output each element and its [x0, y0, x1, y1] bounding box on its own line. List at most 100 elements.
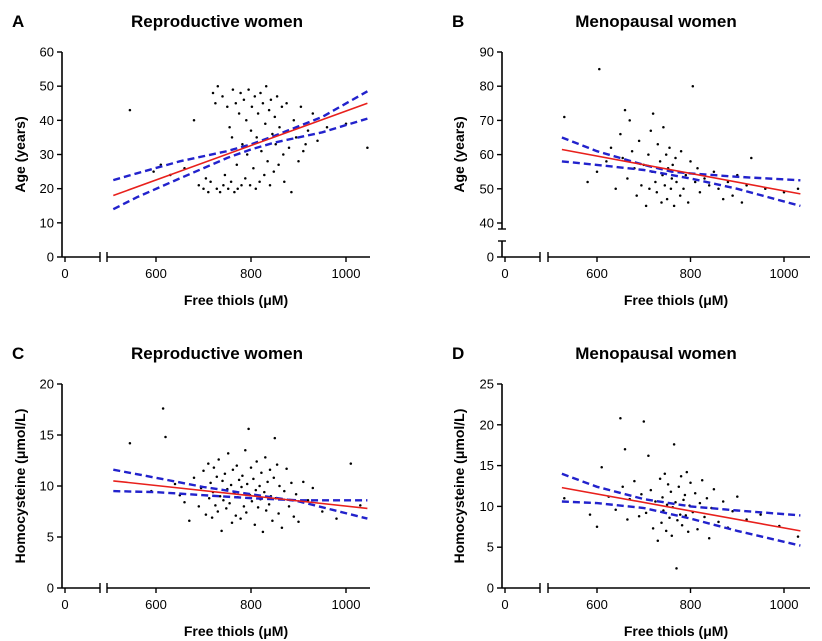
data-point: [658, 160, 662, 163]
data-point: [651, 527, 655, 530]
data-point: [188, 519, 191, 522]
y-tick-label: 40: [480, 216, 494, 231]
data-point: [277, 163, 280, 167]
panel-a: A Reproductive women 0 10 20 30 40 50 60 Age (yea…: [12, 12, 370, 308]
data-point: [662, 125, 665, 129]
y-tick-label: 10: [40, 479, 54, 494]
data-point: [666, 483, 670, 486]
data-point: [211, 91, 215, 95]
data-point: [302, 149, 305, 153]
data-point: [349, 462, 353, 465]
x-tick-label: 800: [680, 597, 702, 612]
y-tick-label: 5: [487, 540, 494, 555]
data-point: [672, 443, 676, 446]
data-point: [325, 125, 329, 129]
data-point: [707, 536, 711, 540]
data-point: [245, 482, 249, 486]
x-tick-label: 0: [501, 266, 508, 281]
data-point: [623, 108, 627, 112]
data-point: [586, 180, 589, 184]
data-point: [217, 458, 220, 461]
data-point: [245, 511, 248, 514]
data-point: [192, 119, 196, 122]
data-point: [619, 417, 622, 420]
data-point: [285, 102, 288, 105]
data-point: [717, 187, 720, 191]
data-point: [272, 170, 276, 173]
data-point: [626, 177, 629, 180]
data-point: [292, 119, 296, 122]
data-point: [700, 479, 704, 482]
data-point: [273, 115, 277, 119]
data-point: [698, 501, 702, 505]
data-point: [614, 187, 617, 191]
data-point: [218, 494, 222, 498]
data-point: [240, 184, 243, 187]
data-point: [654, 180, 657, 184]
data-point: [661, 496, 664, 499]
data-point: [665, 503, 669, 507]
data-point: [682, 498, 685, 502]
data-point: [260, 471, 263, 474]
data-point: [283, 180, 286, 184]
data-point: [321, 510, 324, 513]
data-point: [282, 153, 285, 156]
data-point: [736, 495, 739, 498]
x-tick-label: 0: [61, 266, 68, 281]
data-point: [668, 516, 671, 520]
data-point: [678, 513, 682, 516]
x-tick-label: 800: [240, 597, 262, 612]
data-point: [285, 467, 288, 470]
y-tick-label: 5: [47, 530, 54, 545]
data-point: [218, 190, 222, 194]
data-point: [244, 177, 247, 180]
data-point: [229, 180, 233, 184]
data-point: [234, 102, 238, 105]
data-point: [600, 465, 603, 469]
chart-title: Reproductive women: [131, 344, 303, 363]
data-point: [207, 190, 210, 194]
data-point: [209, 180, 212, 184]
data-point: [717, 520, 720, 524]
y-tick-label: 50: [480, 181, 494, 196]
data-point: [252, 477, 255, 481]
data-point: [642, 420, 646, 423]
data-point: [726, 180, 730, 184]
data-point: [664, 529, 668, 533]
y-tick-label: 30: [40, 147, 54, 162]
data-point: [651, 112, 655, 115]
data-point: [204, 513, 208, 516]
data-point: [268, 468, 272, 471]
x-tick-label: 800: [240, 266, 262, 281]
data-point: [605, 160, 608, 163]
data-point: [294, 136, 298, 139]
data-point: [278, 125, 281, 129]
data-point: [655, 190, 659, 194]
data-point: [598, 67, 601, 71]
panel-letter: C: [12, 344, 24, 363]
data-point: [302, 480, 305, 484]
data-point: [220, 529, 223, 533]
data-point: [678, 194, 682, 197]
ci-upper-line: [113, 468, 368, 520]
data-point: [271, 519, 274, 522]
y-tick-label: 90: [480, 45, 494, 60]
panel-b: B Menopausal women 0 40 50 60 70 80 90 Age (years…: [451, 12, 810, 308]
data-point: [223, 472, 227, 476]
data-point: [685, 470, 689, 474]
data-point: [236, 187, 239, 190]
data-point: [668, 146, 671, 150]
y-tick-label: 10: [480, 499, 494, 514]
data-point: [161, 407, 165, 410]
data-point: [222, 184, 225, 187]
data-point: [239, 91, 242, 95]
data-point: [635, 194, 638, 197]
data-point: [247, 427, 250, 431]
y-tick-label: 20: [480, 417, 494, 432]
data-point: [563, 115, 566, 119]
data-point: [663, 472, 667, 476]
data-point: [290, 190, 293, 194]
data-point: [292, 515, 296, 518]
regression-line: [113, 480, 368, 510]
data-point: [682, 187, 685, 191]
